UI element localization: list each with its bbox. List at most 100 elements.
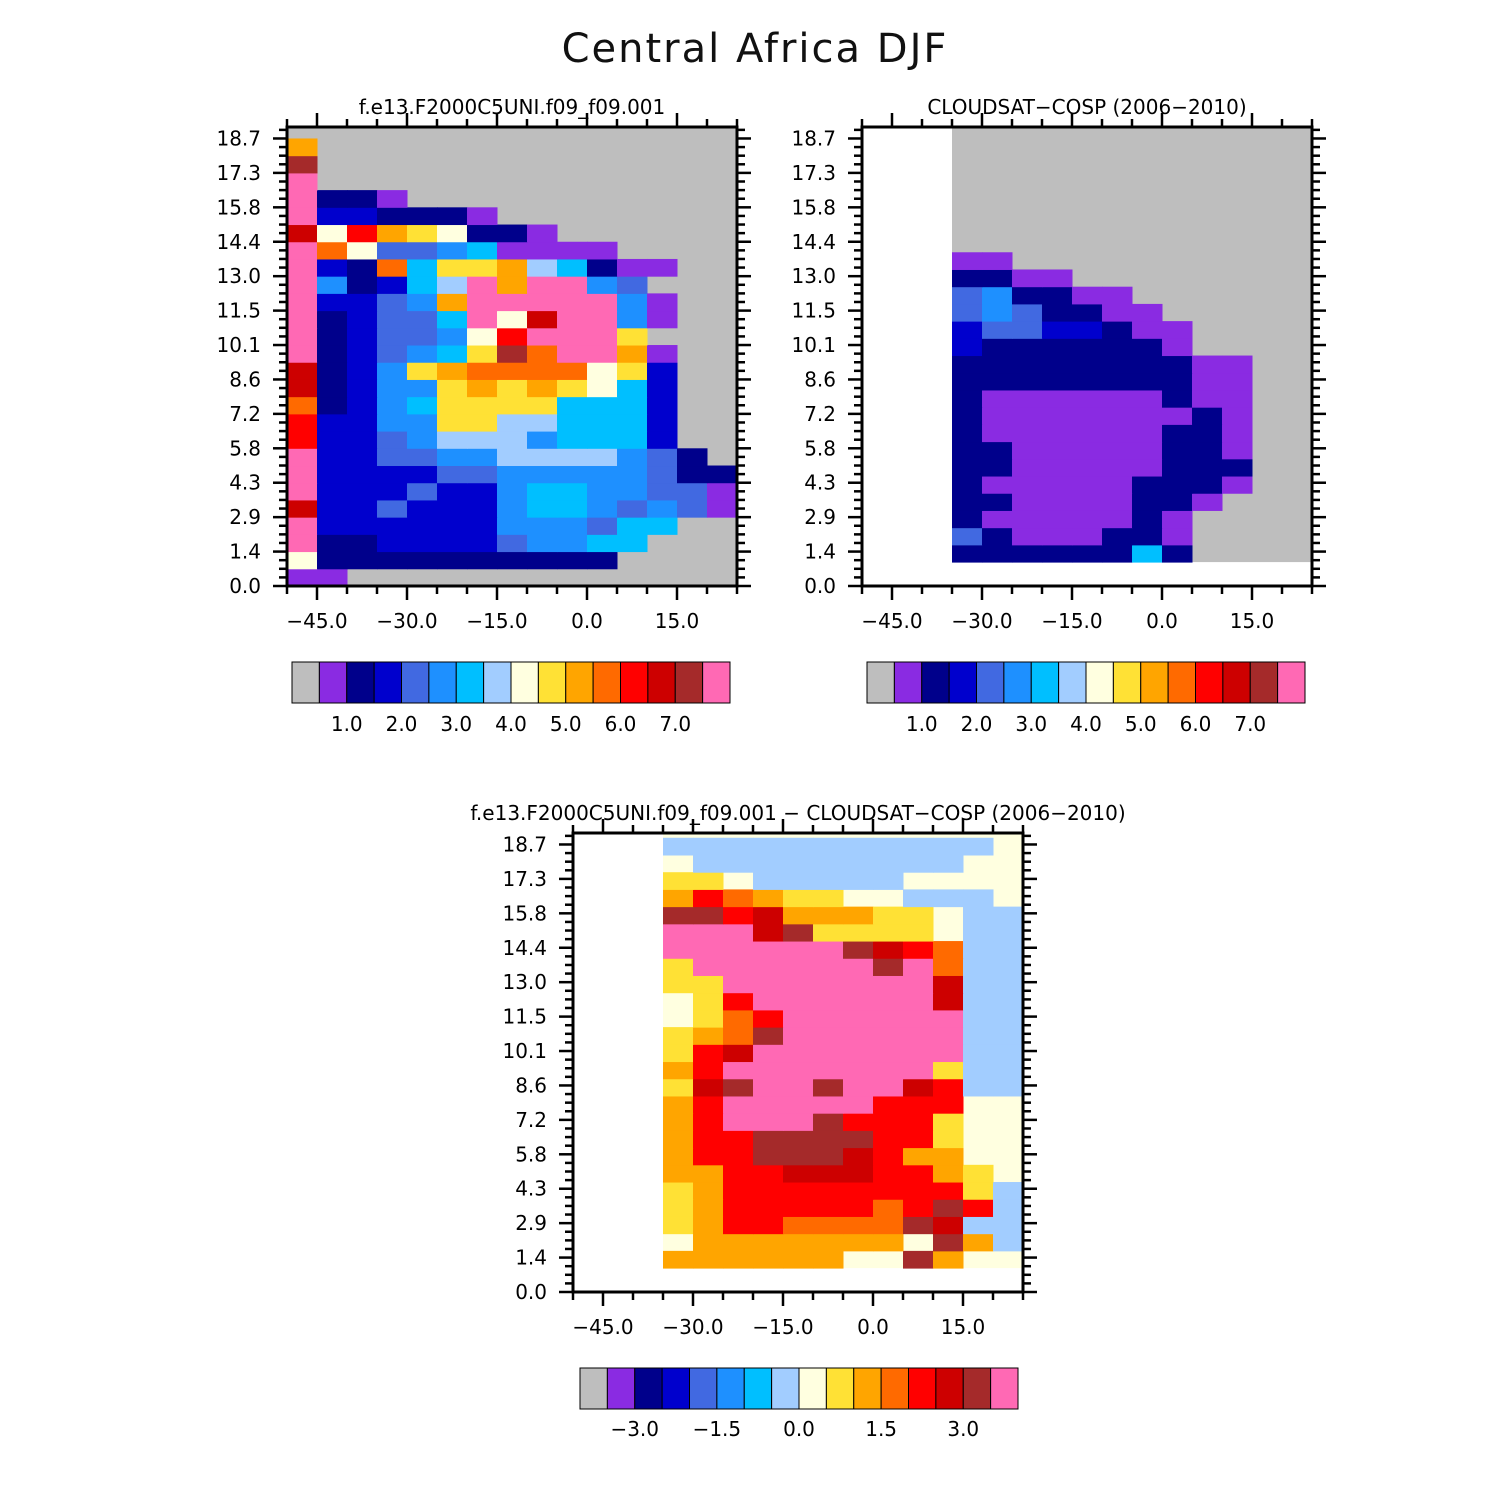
- heatmap-cell: [843, 1044, 874, 1063]
- heatmap-cell: [617, 499, 648, 518]
- heatmap-cell: [693, 1216, 724, 1235]
- heatmap-cell: [1042, 407, 1073, 425]
- heatmap-cell: [587, 293, 618, 312]
- y-tick-label: 5.8: [515, 1142, 547, 1166]
- heatmap-cell: [952, 355, 983, 374]
- heatmap-cell: [407, 465, 438, 484]
- y-tick-label: 17.3: [791, 161, 836, 185]
- heatmap-cell: [693, 941, 724, 959]
- heatmap-cell: [873, 1233, 904, 1252]
- colorbar-label: 6.0: [1180, 712, 1212, 736]
- heatmap-cell: [317, 568, 348, 587]
- heatmap-cell: [813, 992, 844, 1011]
- y-tick-label: 5.8: [804, 436, 836, 460]
- heatmap-cell: [1162, 476, 1193, 494]
- heatmap-cell: [437, 224, 468, 243]
- colorbar-box: [948, 661, 977, 704]
- heatmap-cell: [993, 958, 1024, 976]
- heatmap-cell: [933, 889, 964, 908]
- heatmap-cell: [407, 413, 438, 432]
- heatmap-cell: [843, 958, 874, 976]
- heatmap-cell: [497, 379, 528, 398]
- heatmap-cell: [1072, 510, 1103, 529]
- heatmap-cell: [813, 1164, 844, 1183]
- colorbar-box: [1030, 661, 1060, 704]
- heatmap-cell: [963, 958, 994, 976]
- heatmap-cell: [813, 889, 844, 908]
- heatmap-cell: [527, 258, 558, 277]
- heatmap-cell: [663, 906, 694, 925]
- heatmap-cell: [693, 1113, 724, 1131]
- heatmap-cell: [903, 889, 934, 908]
- heatmap-cell: [1132, 476, 1163, 494]
- heatmap-cell: [783, 1147, 814, 1166]
- heatmap-cell: [1012, 544, 1043, 563]
- colorbar-box: [1085, 661, 1114, 704]
- heatmap-cell: [813, 941, 844, 959]
- y-tick-label: 10.1: [502, 1039, 547, 1063]
- heatmap-cell: [407, 207, 438, 226]
- heatmap-cell: [647, 293, 678, 312]
- heatmap-cell: [813, 854, 844, 873]
- heatmap-cell: [843, 923, 874, 942]
- heatmap-cell: [693, 1078, 724, 1097]
- heatmap-cell: [1162, 338, 1193, 357]
- heatmap-cell: [873, 1061, 904, 1080]
- heatmap-cell: [982, 389, 1013, 408]
- heatmap-cell: [587, 465, 618, 484]
- heatmap-cell: [377, 517, 408, 535]
- heatmap-cell: [467, 327, 498, 346]
- heatmap-cell: [437, 293, 468, 312]
- heatmap-cell: [663, 1027, 694, 1045]
- heatmap-cell: [873, 958, 904, 976]
- y-tick-label: 11.5: [216, 299, 261, 323]
- heatmap-cell: [407, 224, 438, 243]
- heatmap-cell: [347, 327, 378, 346]
- heatmap-cell: [1012, 355, 1043, 374]
- heatmap-cell: [783, 854, 814, 873]
- heatmap-cell: [677, 482, 708, 501]
- heatmap-cell: [1042, 321, 1073, 339]
- heatmap-cell: [1102, 458, 1133, 477]
- heatmap-cell: [843, 1009, 874, 1028]
- heatmap-cell: [467, 379, 498, 398]
- colorbar-box: [428, 661, 457, 704]
- colorbar-box: [990, 1367, 1019, 1410]
- colorbar-box: [1167, 661, 1196, 704]
- heatmap-cell: [647, 482, 678, 501]
- heatmap-cell: [982, 303, 1013, 322]
- heatmap-cell: [287, 482, 318, 501]
- heatmap-cell: [693, 854, 724, 873]
- x-tick-label: 15.0: [655, 609, 700, 633]
- heatmap-cell: [903, 1199, 934, 1217]
- heatmap-cell: [347, 362, 378, 380]
- heatmap-cell: [437, 276, 468, 294]
- heatmap-cell: [783, 1044, 814, 1063]
- colorbar-label: −1.5: [693, 1417, 742, 1441]
- heatmap-cell: [617, 362, 648, 380]
- heatmap-cell: [407, 241, 438, 260]
- heatmap-cell: [993, 975, 1024, 994]
- heatmap-cell: [1162, 355, 1193, 374]
- heatmap-cell: [663, 889, 694, 908]
- heatmap-cell: [587, 551, 618, 570]
- colorbar-box: [893, 661, 923, 704]
- heatmap-cell: [843, 1233, 874, 1252]
- heatmap-cell: [647, 465, 678, 484]
- heatmap-cell: [437, 241, 468, 260]
- heatmap-cell: [287, 224, 318, 243]
- heatmap-cell: [347, 224, 378, 243]
- heatmap-cell: [873, 1199, 904, 1217]
- heatmap-cell: [843, 1027, 874, 1045]
- heatmap-cell: [317, 499, 348, 518]
- heatmap-cell: [437, 345, 468, 363]
- heatmap-cell: [1162, 424, 1193, 443]
- heatmap-cell: [933, 1061, 964, 1080]
- heatmap-cell: [753, 1147, 784, 1166]
- heatmap-cell: [1012, 269, 1043, 288]
- heatmap-cell: [377, 327, 408, 346]
- heatmap-cell: [993, 941, 1024, 959]
- x-tick-label: 15.0: [1230, 609, 1275, 633]
- heatmap-cell: [963, 1044, 994, 1063]
- heatmap-cell: [287, 293, 318, 312]
